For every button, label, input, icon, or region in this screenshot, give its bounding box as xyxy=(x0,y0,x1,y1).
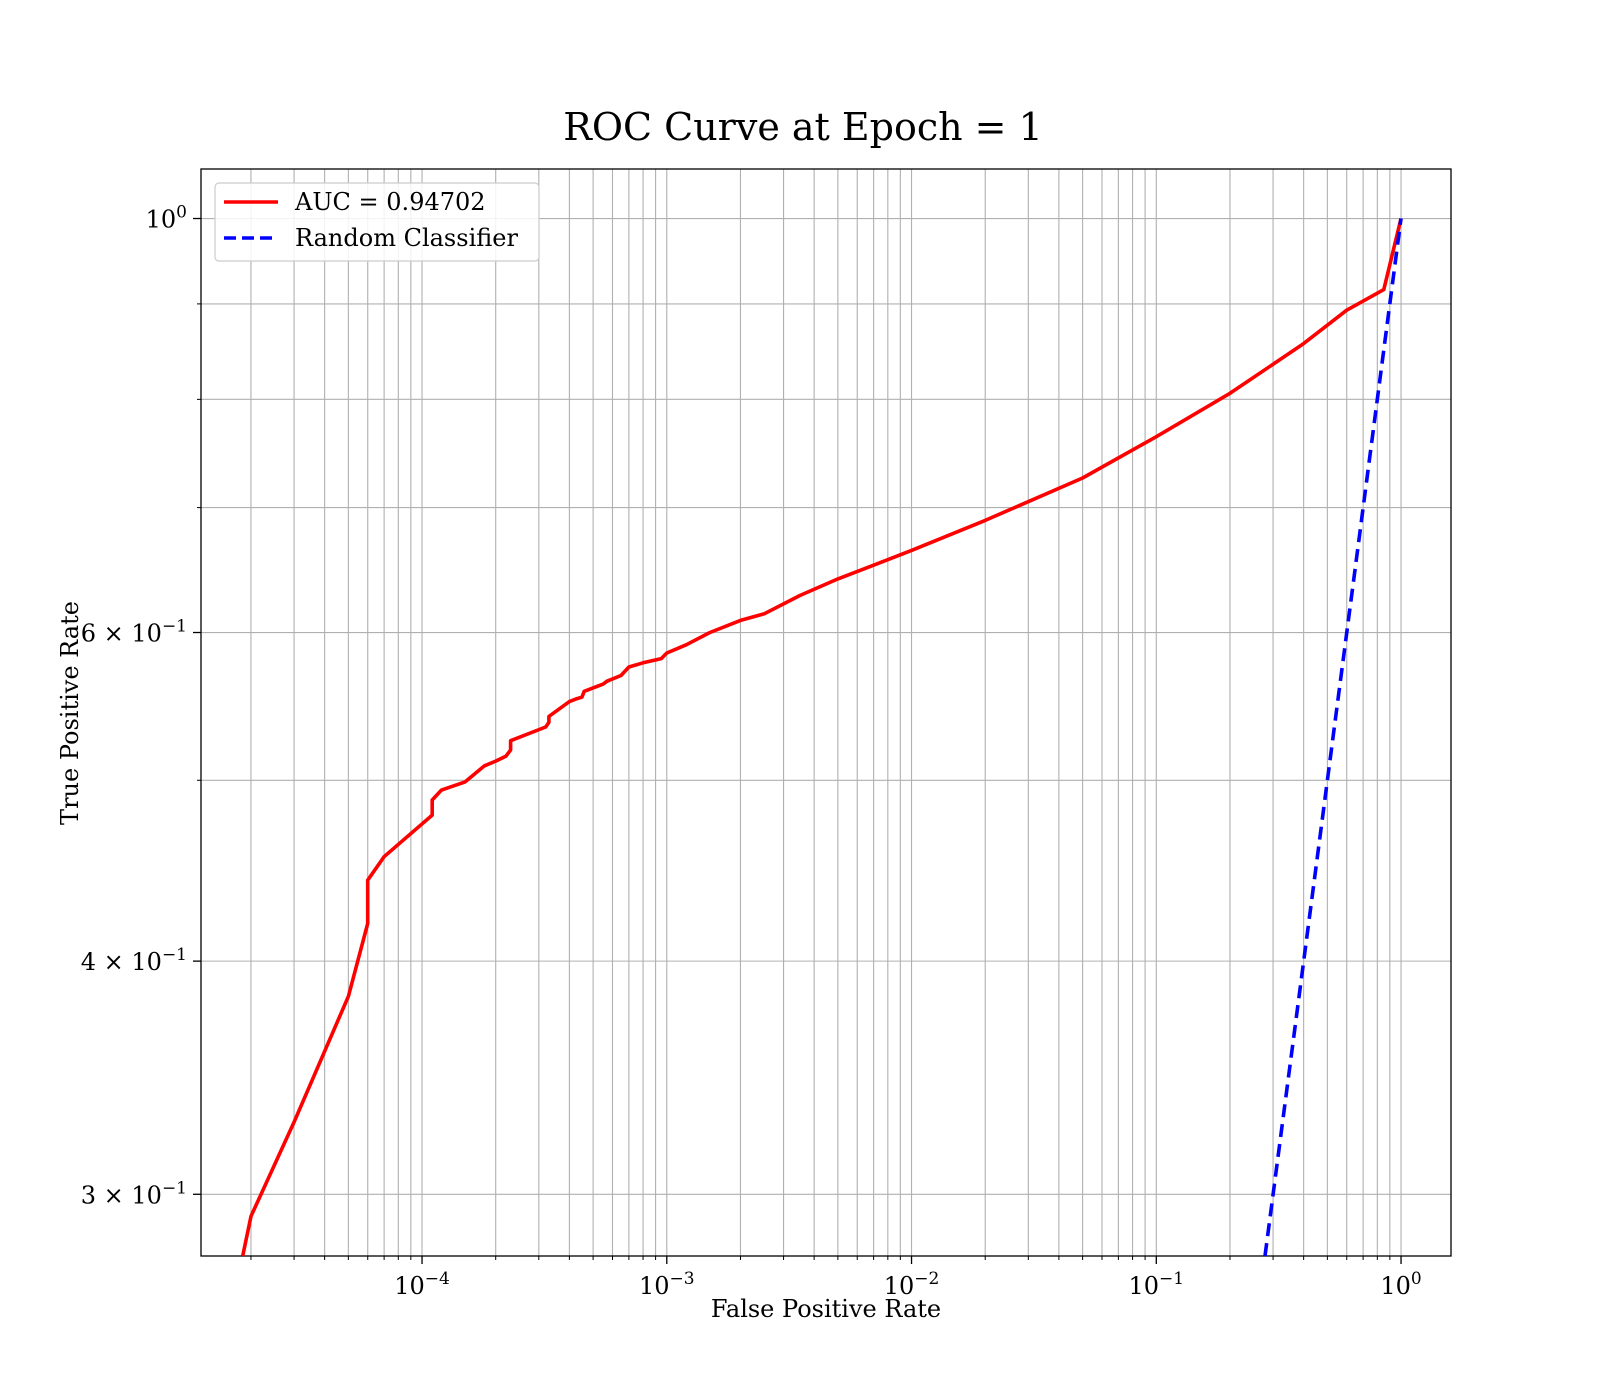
x-axis-label: False Positive Rate xyxy=(711,1295,941,1323)
legend-label-auc: AUC = 0.94702 xyxy=(294,188,486,216)
legend: AUC = 0.94702 Random Classifier xyxy=(214,182,540,262)
y-tick-label: 6 × 10−1 xyxy=(81,617,187,648)
grid-lines xyxy=(201,169,1451,1256)
legend-label-random-classifier: Random Classifier xyxy=(295,224,518,252)
x-tick-label: 100 xyxy=(1380,1269,1421,1300)
legend-box xyxy=(214,182,540,262)
x-tick-label: 10−2 xyxy=(884,1269,940,1300)
x-tick-label: 10−1 xyxy=(1128,1269,1184,1300)
y-axis-label: True Positive Rate xyxy=(56,601,84,825)
plot-area-frame xyxy=(200,168,1452,1257)
y-tick-label: 4 × 10−1 xyxy=(81,945,187,976)
series-layer xyxy=(240,218,1403,1256)
y-tick-label: 100 xyxy=(146,203,187,234)
x-tick-label: 10−4 xyxy=(394,1269,450,1300)
y-axis-ticks: 100 6 × 10−1 4 × 10−1 3 × 10−1 xyxy=(81,203,201,1209)
random-classifier-line xyxy=(1263,218,1403,1256)
chart-title: ROC Curve at Epoch = 1 xyxy=(563,105,1043,149)
y-tick-label: 3 × 10−1 xyxy=(81,1178,187,1209)
roc-curve-line xyxy=(240,218,1403,1256)
x-tick-label: 10−3 xyxy=(639,1269,695,1300)
x-axis-ticks: 10−4 10−3 10−2 10−1 100 xyxy=(250,1256,1422,1300)
